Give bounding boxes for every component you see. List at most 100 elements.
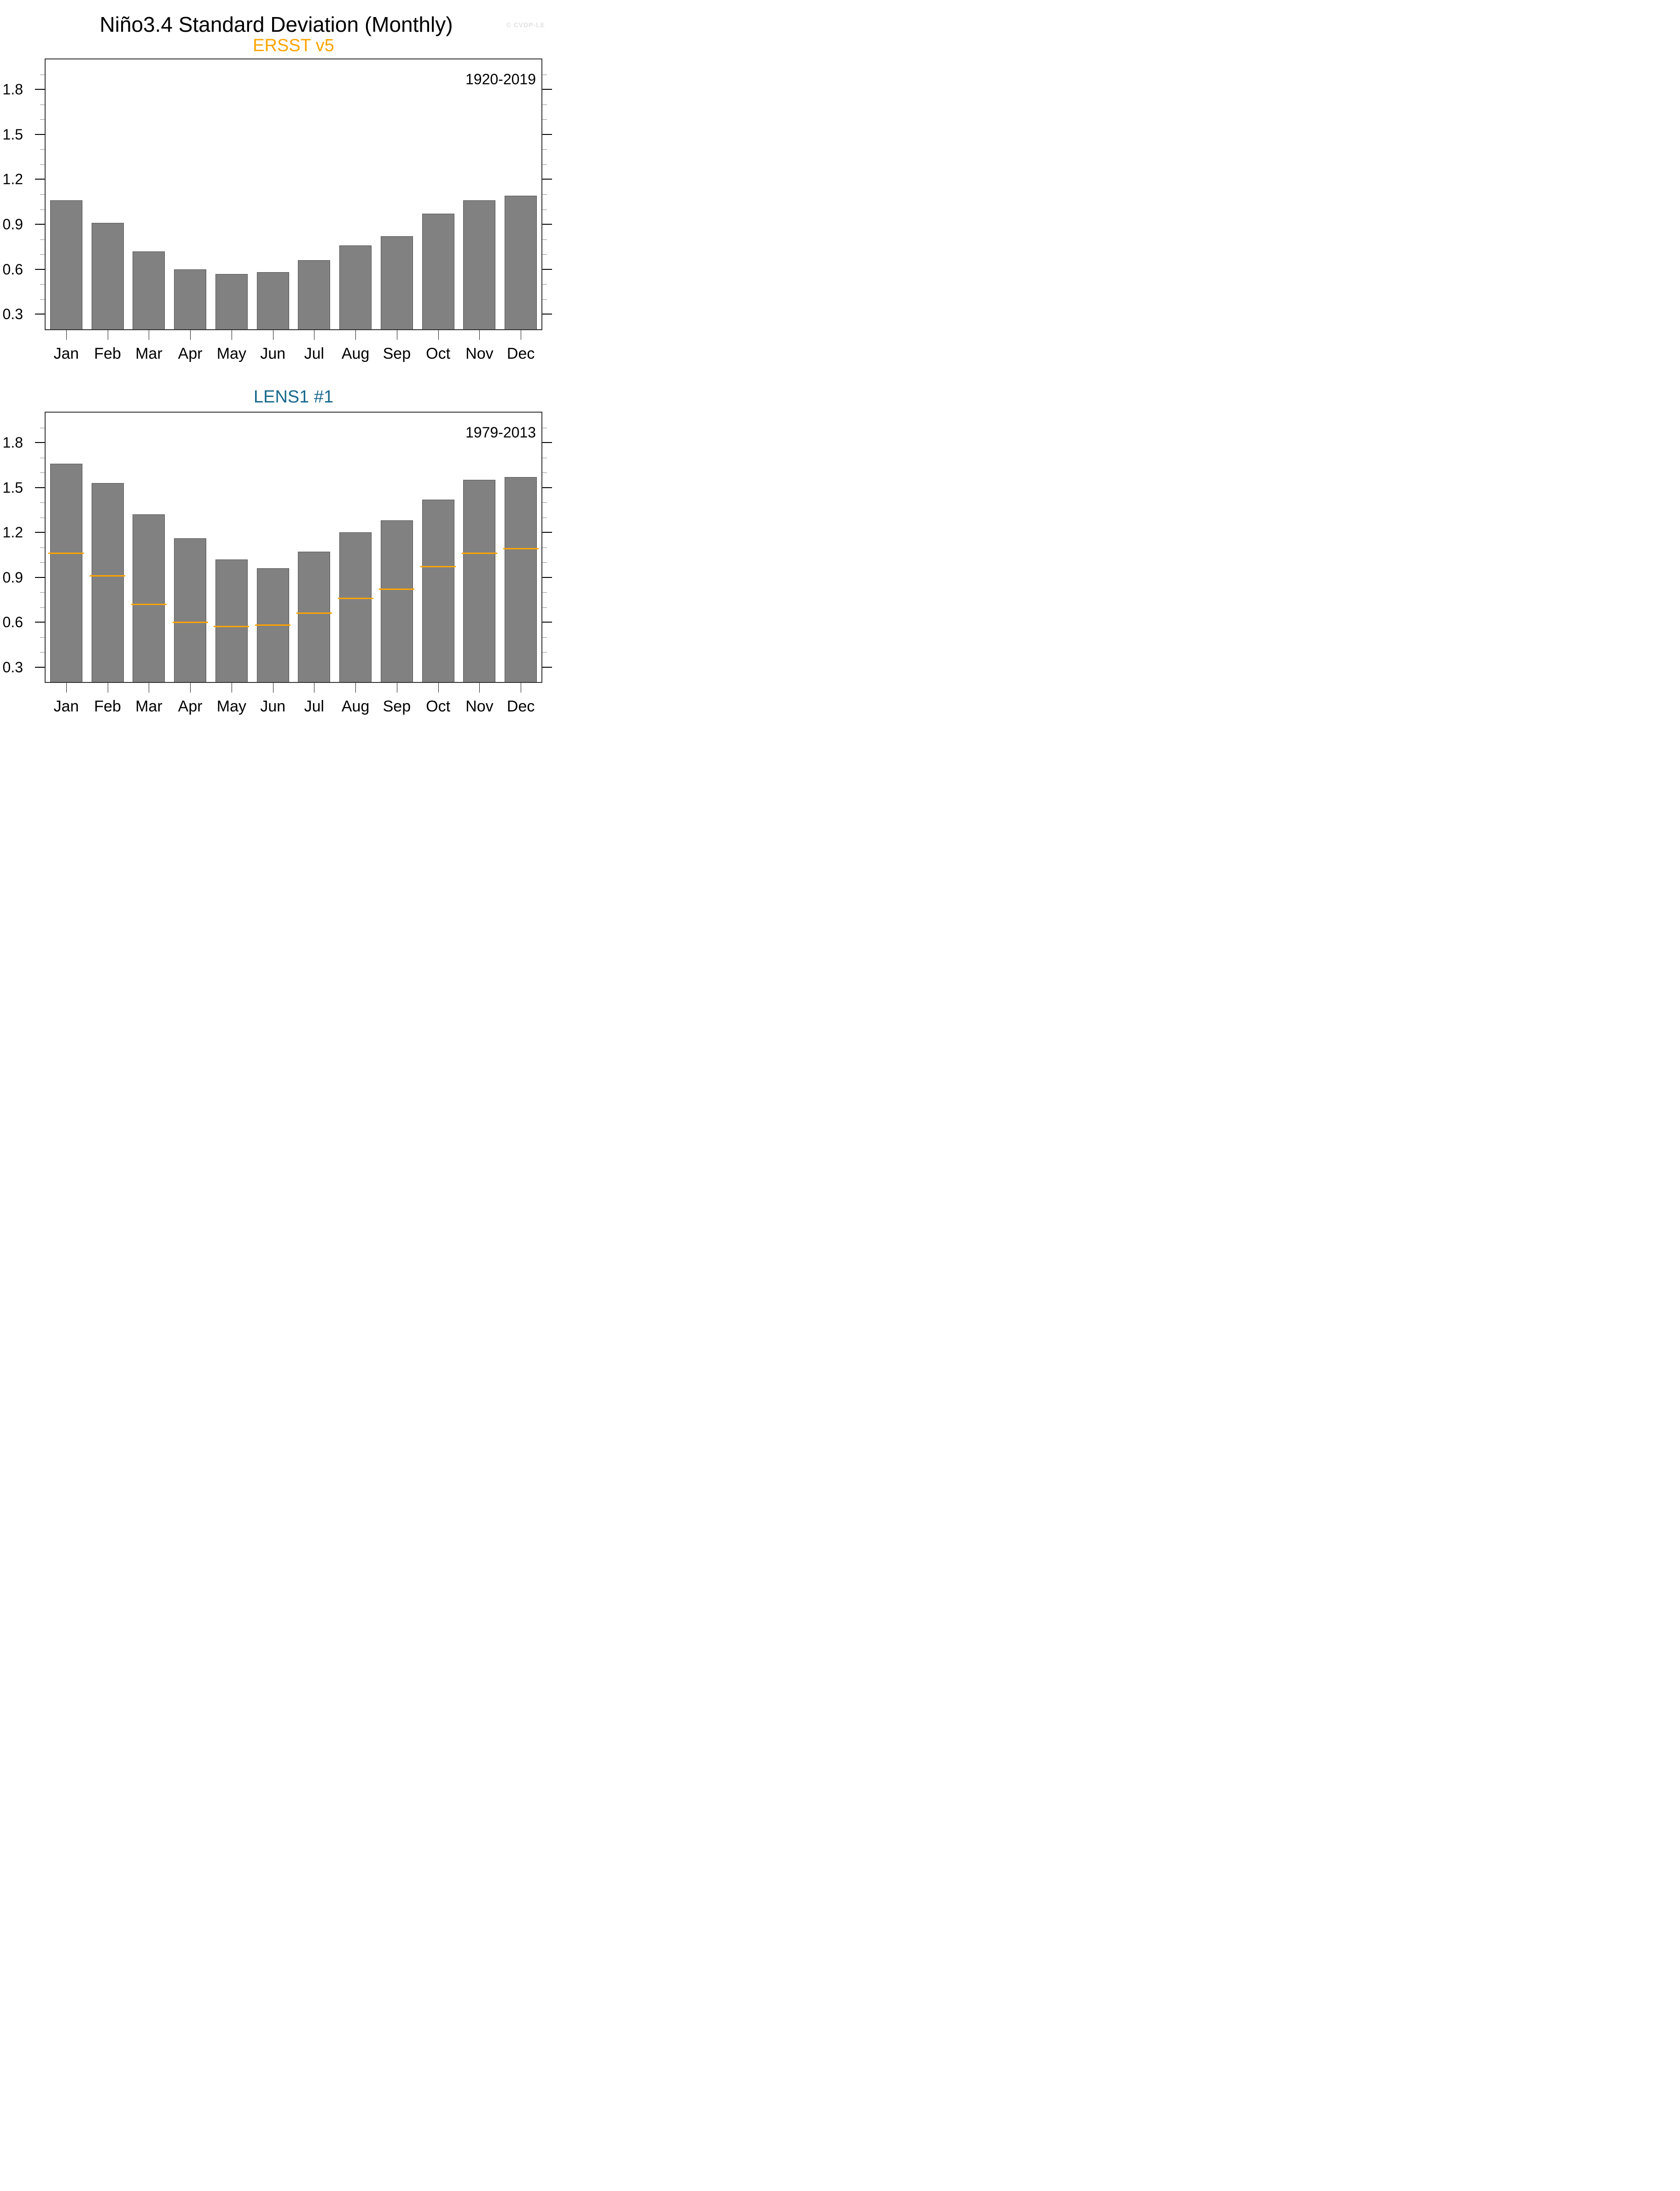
y-axis-minor-tick xyxy=(40,254,45,255)
y-axis-tick-label: 0.3 xyxy=(2,306,23,323)
month-label-sep: Sep xyxy=(383,345,411,362)
bar-nov xyxy=(463,200,496,329)
month-label-jun: Jun xyxy=(260,345,286,362)
y-axis-tick-label: 1.8 xyxy=(2,434,23,451)
month-label-feb: Feb xyxy=(94,345,121,362)
obs-reference-line xyxy=(337,597,373,599)
y-axis-major-tick xyxy=(542,487,552,488)
chart-ersst-plot: 1920-2019 0.3 0.6 0.9 1.2 1.5 1.8 Jan Feb Mar Apr… xyxy=(3,58,552,362)
obs-reference-line xyxy=(90,575,126,577)
y-axis-major-tick xyxy=(35,314,45,315)
y-axis-minor-tick xyxy=(40,502,45,503)
y-axis-major-tick xyxy=(35,442,45,443)
y-axis-minor-tick xyxy=(542,299,547,300)
bar-dec xyxy=(505,196,537,329)
figure-page: Niño3.4 Standard Deviation (Monthly) © C… xyxy=(0,0,552,721)
bar-dec xyxy=(505,477,537,682)
y-axis-minor-tick xyxy=(542,607,547,608)
y-axis-major-tick xyxy=(542,314,552,315)
y-axis-minor-tick xyxy=(40,592,45,593)
y-axis-major-tick xyxy=(35,224,45,225)
month-label-aug: Aug xyxy=(341,345,370,362)
y-axis-minor-tick xyxy=(40,607,45,608)
y-axis-minor-tick xyxy=(40,299,45,300)
y-axis-major-tick xyxy=(35,134,45,135)
month-label-may: May xyxy=(216,345,246,362)
month-label-mar: Mar xyxy=(135,698,163,715)
bar-aug xyxy=(339,532,372,682)
y-axis-minor-tick xyxy=(542,637,547,638)
y-axis-minor-tick xyxy=(542,652,547,653)
y-axis-minor-tick xyxy=(542,254,547,255)
month-label-sep: Sep xyxy=(383,698,411,715)
x-axis-tick xyxy=(355,683,356,693)
y-axis-major-tick xyxy=(542,268,552,270)
y-axis-major-tick xyxy=(542,622,552,623)
y-axis-minor-tick xyxy=(542,472,547,473)
obs-reference-line xyxy=(214,626,250,628)
x-axis-tick xyxy=(438,330,439,340)
y-axis-tick-label: 0.6 xyxy=(2,261,23,278)
obs-reference-line xyxy=(131,603,167,605)
obs-reference-line xyxy=(420,566,456,568)
y-axis-minor-tick xyxy=(40,164,45,165)
y-axis-major-tick xyxy=(542,577,552,578)
month-label-nov: Nov xyxy=(465,345,494,362)
y-axis-major-tick xyxy=(35,622,45,623)
bar-oct xyxy=(422,499,454,682)
month-label-may: May xyxy=(216,698,246,715)
x-axis-tick xyxy=(66,683,67,693)
y-axis-minor-tick xyxy=(40,284,45,285)
y-axis-major-tick xyxy=(35,577,45,578)
x-axis-tick xyxy=(479,330,480,340)
month-label-jan: Jan xyxy=(53,698,79,715)
month-label-jul: Jul xyxy=(304,698,325,715)
y-axis-tick-label: 0.3 xyxy=(2,658,23,676)
y-axis-minor-tick xyxy=(542,164,547,165)
bar-aug xyxy=(339,245,372,329)
bar-jan xyxy=(50,200,82,329)
y-axis-minor-tick xyxy=(40,472,45,473)
y-axis-tick-label: 1.2 xyxy=(2,171,23,188)
y-axis-minor-tick xyxy=(542,239,547,240)
obs-reference-line xyxy=(503,548,539,550)
month-label-apr: Apr xyxy=(178,698,203,715)
obs-reference-line xyxy=(172,621,208,623)
watermark-label: © CVDP-LE xyxy=(506,21,545,29)
y-axis-minor-tick xyxy=(40,194,45,195)
y-axis-minor-tick xyxy=(40,562,45,563)
y-axis-minor-tick xyxy=(542,502,547,503)
chart-lens1-subtitle: LENS1 #1 xyxy=(253,387,334,407)
obs-reference-line xyxy=(48,553,84,554)
bar-jan xyxy=(50,463,82,682)
bar-jun xyxy=(256,272,289,329)
bar-may xyxy=(215,559,248,682)
bar-oct xyxy=(422,214,454,329)
y-axis-tick-label: 0.9 xyxy=(2,216,23,233)
x-axis-tick xyxy=(66,330,67,340)
bar-sep xyxy=(380,236,413,329)
bar-jul xyxy=(298,552,331,682)
y-axis-tick-label: 0.6 xyxy=(2,614,23,630)
bar-mar xyxy=(133,251,165,329)
month-label-mar: Mar xyxy=(135,345,163,362)
bar-apr xyxy=(174,269,207,329)
bar-mar xyxy=(133,514,165,682)
y-axis-major-tick xyxy=(35,89,45,90)
month-label-aug: Aug xyxy=(341,698,370,715)
y-axis-tick-label: 1.5 xyxy=(2,126,23,143)
y-axis-minor-tick xyxy=(40,652,45,653)
obs-reference-line xyxy=(379,589,415,590)
chart-ersst-subtitle: ERSST v5 xyxy=(253,36,334,55)
y-axis-minor-tick xyxy=(40,239,45,240)
y-axis-major-tick xyxy=(35,487,45,488)
y-axis-tick-label: 0.9 xyxy=(2,569,23,586)
y-axis-minor-tick xyxy=(40,149,45,150)
y-axis-minor-tick xyxy=(542,194,547,195)
y-axis-tick-label: 1.8 xyxy=(2,81,23,98)
y-axis-major-tick xyxy=(542,179,552,180)
month-label-jan: Jan xyxy=(53,345,79,362)
chart-lens1-plot: 1979-2013 0.3 0.6 0.9 1.2 1.5 1.8 Jan Feb Mar Apr… xyxy=(3,412,552,715)
y-axis-minor-tick xyxy=(542,562,547,563)
y-axis-tick-label: 1.5 xyxy=(2,479,23,496)
